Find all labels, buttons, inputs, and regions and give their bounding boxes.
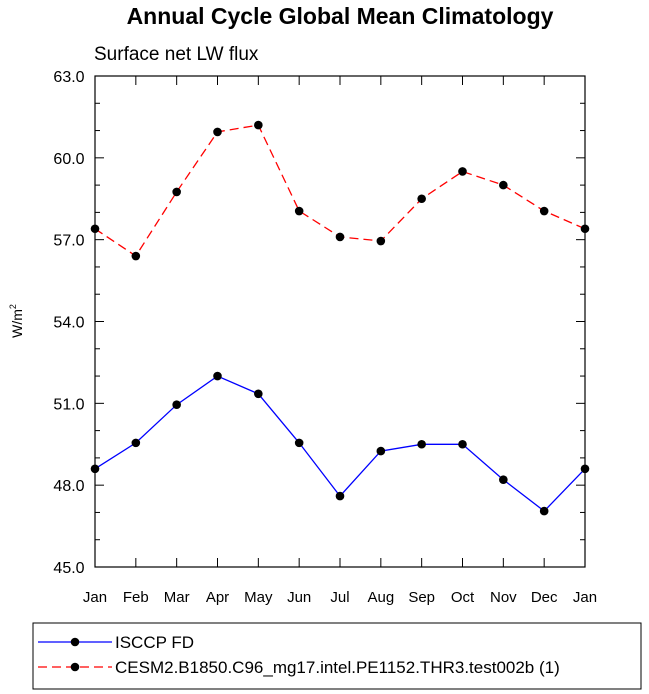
y-tick-label: 60.0 xyxy=(53,151,84,168)
series-layer xyxy=(90,120,590,516)
x-tick-label: Jul xyxy=(330,589,349,606)
x-tick-label: Jan xyxy=(83,589,107,606)
data-point-series-2 xyxy=(131,251,141,261)
data-point-series-2 xyxy=(417,194,426,204)
data-point-series-1 xyxy=(172,400,181,409)
y-tick-label: 48.0 xyxy=(53,478,84,495)
data-point-series-1 xyxy=(580,464,590,474)
y-axis-label-superscript: 2 xyxy=(8,304,18,309)
data-point-series-1 xyxy=(213,371,222,381)
data-point-series-2 xyxy=(254,120,263,130)
x-tick-label: Mar xyxy=(164,589,190,606)
legend-box xyxy=(32,622,642,690)
x-tick-label: Feb xyxy=(123,589,149,606)
x-tick-label: Jan xyxy=(573,589,597,606)
x-tick-label: Oct xyxy=(451,589,475,606)
x-tick-label: Aug xyxy=(367,589,394,606)
x-tick-label: Jun xyxy=(287,589,311,606)
data-point-series-2 xyxy=(294,206,304,216)
legend-marker-1 xyxy=(70,637,80,647)
svg-text:W/m2: W/m2 xyxy=(8,304,25,338)
y-tick-label: 51.0 xyxy=(53,396,84,413)
x-tick-label: Nov xyxy=(490,589,517,606)
y-tick-label: 45.0 xyxy=(53,560,84,577)
data-point-series-1 xyxy=(417,439,426,449)
data-point-series-1 xyxy=(90,464,100,474)
x-tick-label: Dec xyxy=(531,589,558,606)
data-point-series-1 xyxy=(335,491,345,501)
data-point-series-2 xyxy=(213,127,222,137)
data-point-series-1 xyxy=(458,439,467,449)
data-point-series-2 xyxy=(580,224,590,234)
legend-label-1: ISCCP FD xyxy=(115,633,194,652)
data-point-series-1 xyxy=(131,438,141,448)
y-axis-label: W/m2 xyxy=(8,304,25,338)
x-tick-label: Apr xyxy=(206,589,229,606)
data-point-series-2 xyxy=(376,236,386,246)
legend-marker-2 xyxy=(70,662,80,672)
series-line-1 xyxy=(94,375,586,512)
x-tick-label: Sep xyxy=(408,589,435,606)
data-point-series-2 xyxy=(90,224,100,234)
data-point-series-1 xyxy=(499,475,508,485)
chart-title: Annual Cycle Global Mean Climatology xyxy=(127,3,554,29)
y-tick-label: 54.0 xyxy=(53,315,84,332)
x-tick-label: May xyxy=(244,589,273,606)
chart-subtitle: Surface net LW flux xyxy=(94,44,259,65)
y-axis-label-base: W/m xyxy=(9,309,25,338)
data-point-series-2 xyxy=(335,232,345,242)
y-tick-label: 57.0 xyxy=(53,233,84,250)
data-point-series-2 xyxy=(172,187,181,197)
legend-label-2: CESM2.B1850.C96_mg17.intel.PE1152.THR3.t… xyxy=(115,658,560,677)
data-point-series-2 xyxy=(458,167,467,176)
legend: ISCCP FD CESM2.B1850.C96_mg17.intel.PE115… xyxy=(38,633,560,677)
data-point-series-1 xyxy=(539,506,549,516)
y-tick-label: 63.0 xyxy=(53,69,84,86)
data-point-series-2 xyxy=(539,206,549,216)
data-point-series-1 xyxy=(294,438,304,448)
data-point-series-1 xyxy=(376,446,386,456)
data-point-series-1 xyxy=(254,389,263,399)
data-point-series-2 xyxy=(499,180,508,190)
plot-axes: 45.0 48.0 51.0 54.0 57.0 60.0 63.0 Jan Feb Mar Apr… xyxy=(53,69,597,606)
